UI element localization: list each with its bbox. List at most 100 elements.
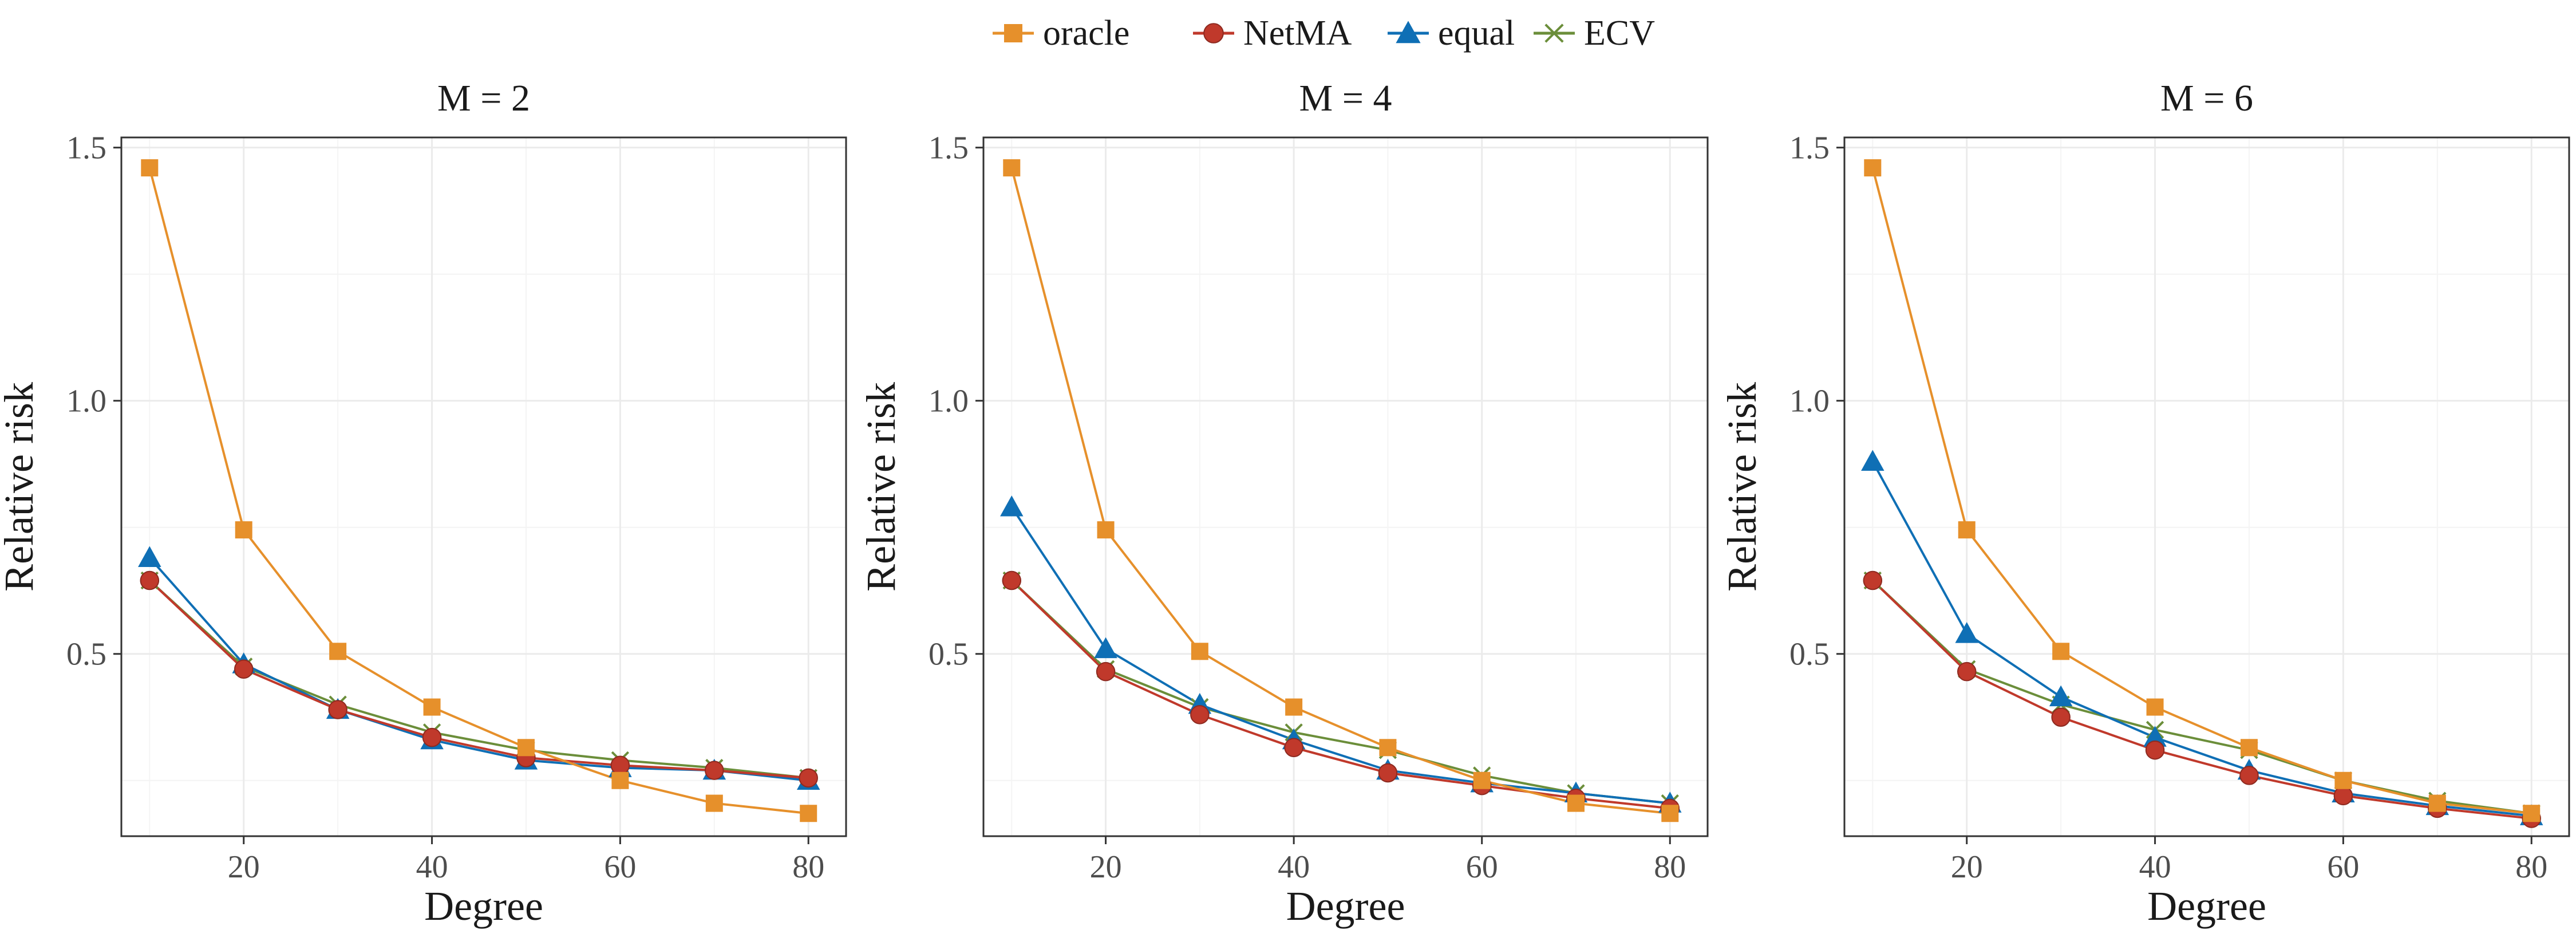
panel-title: M = 4 (1299, 77, 1392, 119)
y-tick-label: 1.0 (66, 384, 106, 419)
point-oracle (705, 794, 723, 812)
point-oracle (2428, 794, 2446, 812)
y-axis-title: Relative risk (0, 382, 42, 592)
plot-background (1844, 137, 2569, 836)
point-oracle (2240, 739, 2258, 757)
point-NetMA (799, 768, 818, 788)
panel-border (982, 136, 1709, 837)
point-equal (2049, 685, 2073, 707)
legend-label-ECV: ECV (1584, 14, 1655, 53)
point-oracle (1958, 521, 1976, 539)
point-oracle (2334, 771, 2352, 789)
x-axis-title: Degree (2147, 883, 2266, 929)
legend-marker-ECV (1544, 23, 1564, 43)
point-oracle (1003, 159, 1021, 177)
point-oracle (2146, 698, 2164, 716)
panel-title: M = 6 (2160, 77, 2253, 119)
legend-item-oracle: oracle (993, 14, 1129, 53)
x-tick-label: 60 (604, 849, 636, 885)
point-equal (1861, 450, 1884, 471)
series-line-NetMA (1010, 580, 1670, 810)
y-tick-label: 1.5 (66, 131, 106, 166)
legend-label-equal: equal (1438, 14, 1515, 53)
series-line-ECV (1010, 580, 1670, 805)
point-oracle (329, 643, 347, 660)
point-oracle (1379, 739, 1397, 757)
point-equal (1000, 495, 1024, 517)
series-line-NetMA (1871, 580, 2532, 820)
y-tick-label: 1.0 (929, 384, 969, 419)
point-NetMA (422, 727, 442, 747)
series-line-oracle (1871, 167, 2532, 815)
plot-background (983, 137, 1708, 836)
series-line-oracle (1010, 167, 1670, 815)
legend: oracle NetMA equal ECV (993, 14, 1655, 53)
y-tick-label: 1.0 (1789, 384, 1830, 419)
panels: 20 40 60 80 0.5 1.0 1.5 M = 2 Degree Relative ris… (0, 77, 2570, 929)
point-NetMA (328, 700, 347, 719)
x-tick-label: 20 (1951, 849, 1983, 885)
point-NetMA (2239, 766, 2259, 785)
x-tick-label: 60 (1466, 849, 1498, 885)
y-tick-label: 0.5 (1789, 637, 1830, 672)
y-tick-label: 1.5 (1789, 131, 1830, 166)
x-tick-label: 20 (228, 849, 260, 885)
legend-label-oracle: oracle (1043, 14, 1129, 53)
point-oracle (517, 739, 535, 757)
point-NetMA (1378, 763, 1398, 783)
point-NetMA (1002, 570, 1022, 590)
x-tick-label: 40 (1278, 849, 1310, 885)
series-line-equal (1871, 460, 2532, 817)
x-tick-label: 80 (2515, 849, 2547, 885)
point-oracle (423, 698, 441, 716)
series-line-oracle (148, 167, 809, 815)
point-NetMA (2145, 740, 2165, 760)
panel-title: M = 2 (437, 77, 530, 119)
x-tick-label: 40 (416, 849, 448, 885)
legend-item-NetMA: NetMA (1193, 14, 1352, 53)
y-tick-label: 1.5 (929, 131, 969, 166)
point-equal (138, 546, 161, 567)
point-oracle (1567, 794, 1585, 812)
point-NetMA (1863, 570, 1883, 590)
y-tick-label: 0.5 (66, 637, 106, 672)
point-oracle (1473, 771, 1491, 789)
panel-border (120, 136, 847, 837)
point-NetMA (2333, 786, 2353, 806)
point-NetMA (1957, 662, 1977, 682)
legend-item-ECV: ECV (1534, 14, 1655, 53)
panel-2: 20 40 60 80 0.5 1.0 1.5 M = 4 Degree Relative ris… (858, 77, 1709, 929)
point-oracle (800, 805, 817, 822)
point-NetMA (1190, 705, 1210, 724)
panel-3: 20 40 60 80 0.5 1.0 1.5 M = 6 Degree Relative ris… (1719, 77, 2570, 929)
point-oracle (2523, 805, 2541, 822)
point-oracle (1661, 805, 1679, 822)
legend-marker-NetMA (1203, 23, 1224, 44)
point-oracle (2052, 643, 2070, 660)
point-oracle (611, 771, 629, 789)
x-tick-label: 80 (1654, 849, 1686, 885)
series-line-NetMA (148, 580, 809, 779)
point-oracle (1097, 521, 1115, 539)
point-oracle (235, 521, 252, 539)
point-oracle (141, 159, 159, 177)
point-equal (1955, 622, 1978, 643)
panel-1: 20 40 60 80 0.5 1.0 1.5 M = 2 Degree Relative ris… (0, 77, 847, 929)
x-axis-title: Degree (424, 883, 543, 929)
x-tick-label: 80 (792, 849, 824, 885)
legend-marker-oracle (1004, 24, 1022, 42)
point-NetMA (610, 755, 630, 775)
panel-border (1843, 136, 2570, 837)
x-axis-title: Degree (1286, 883, 1405, 929)
point-NetMA (234, 659, 254, 679)
point-NetMA (140, 570, 160, 590)
x-tick-label: 20 (1090, 849, 1122, 885)
point-NetMA (705, 761, 724, 780)
x-tick-label: 60 (2327, 849, 2359, 885)
series-line-ECV (1871, 580, 2532, 815)
y-axis-title: Relative risk (1719, 382, 1765, 592)
series-line-equal (1010, 506, 1670, 805)
point-NetMA (1284, 738, 1303, 758)
point-NetMA (2051, 707, 2071, 727)
